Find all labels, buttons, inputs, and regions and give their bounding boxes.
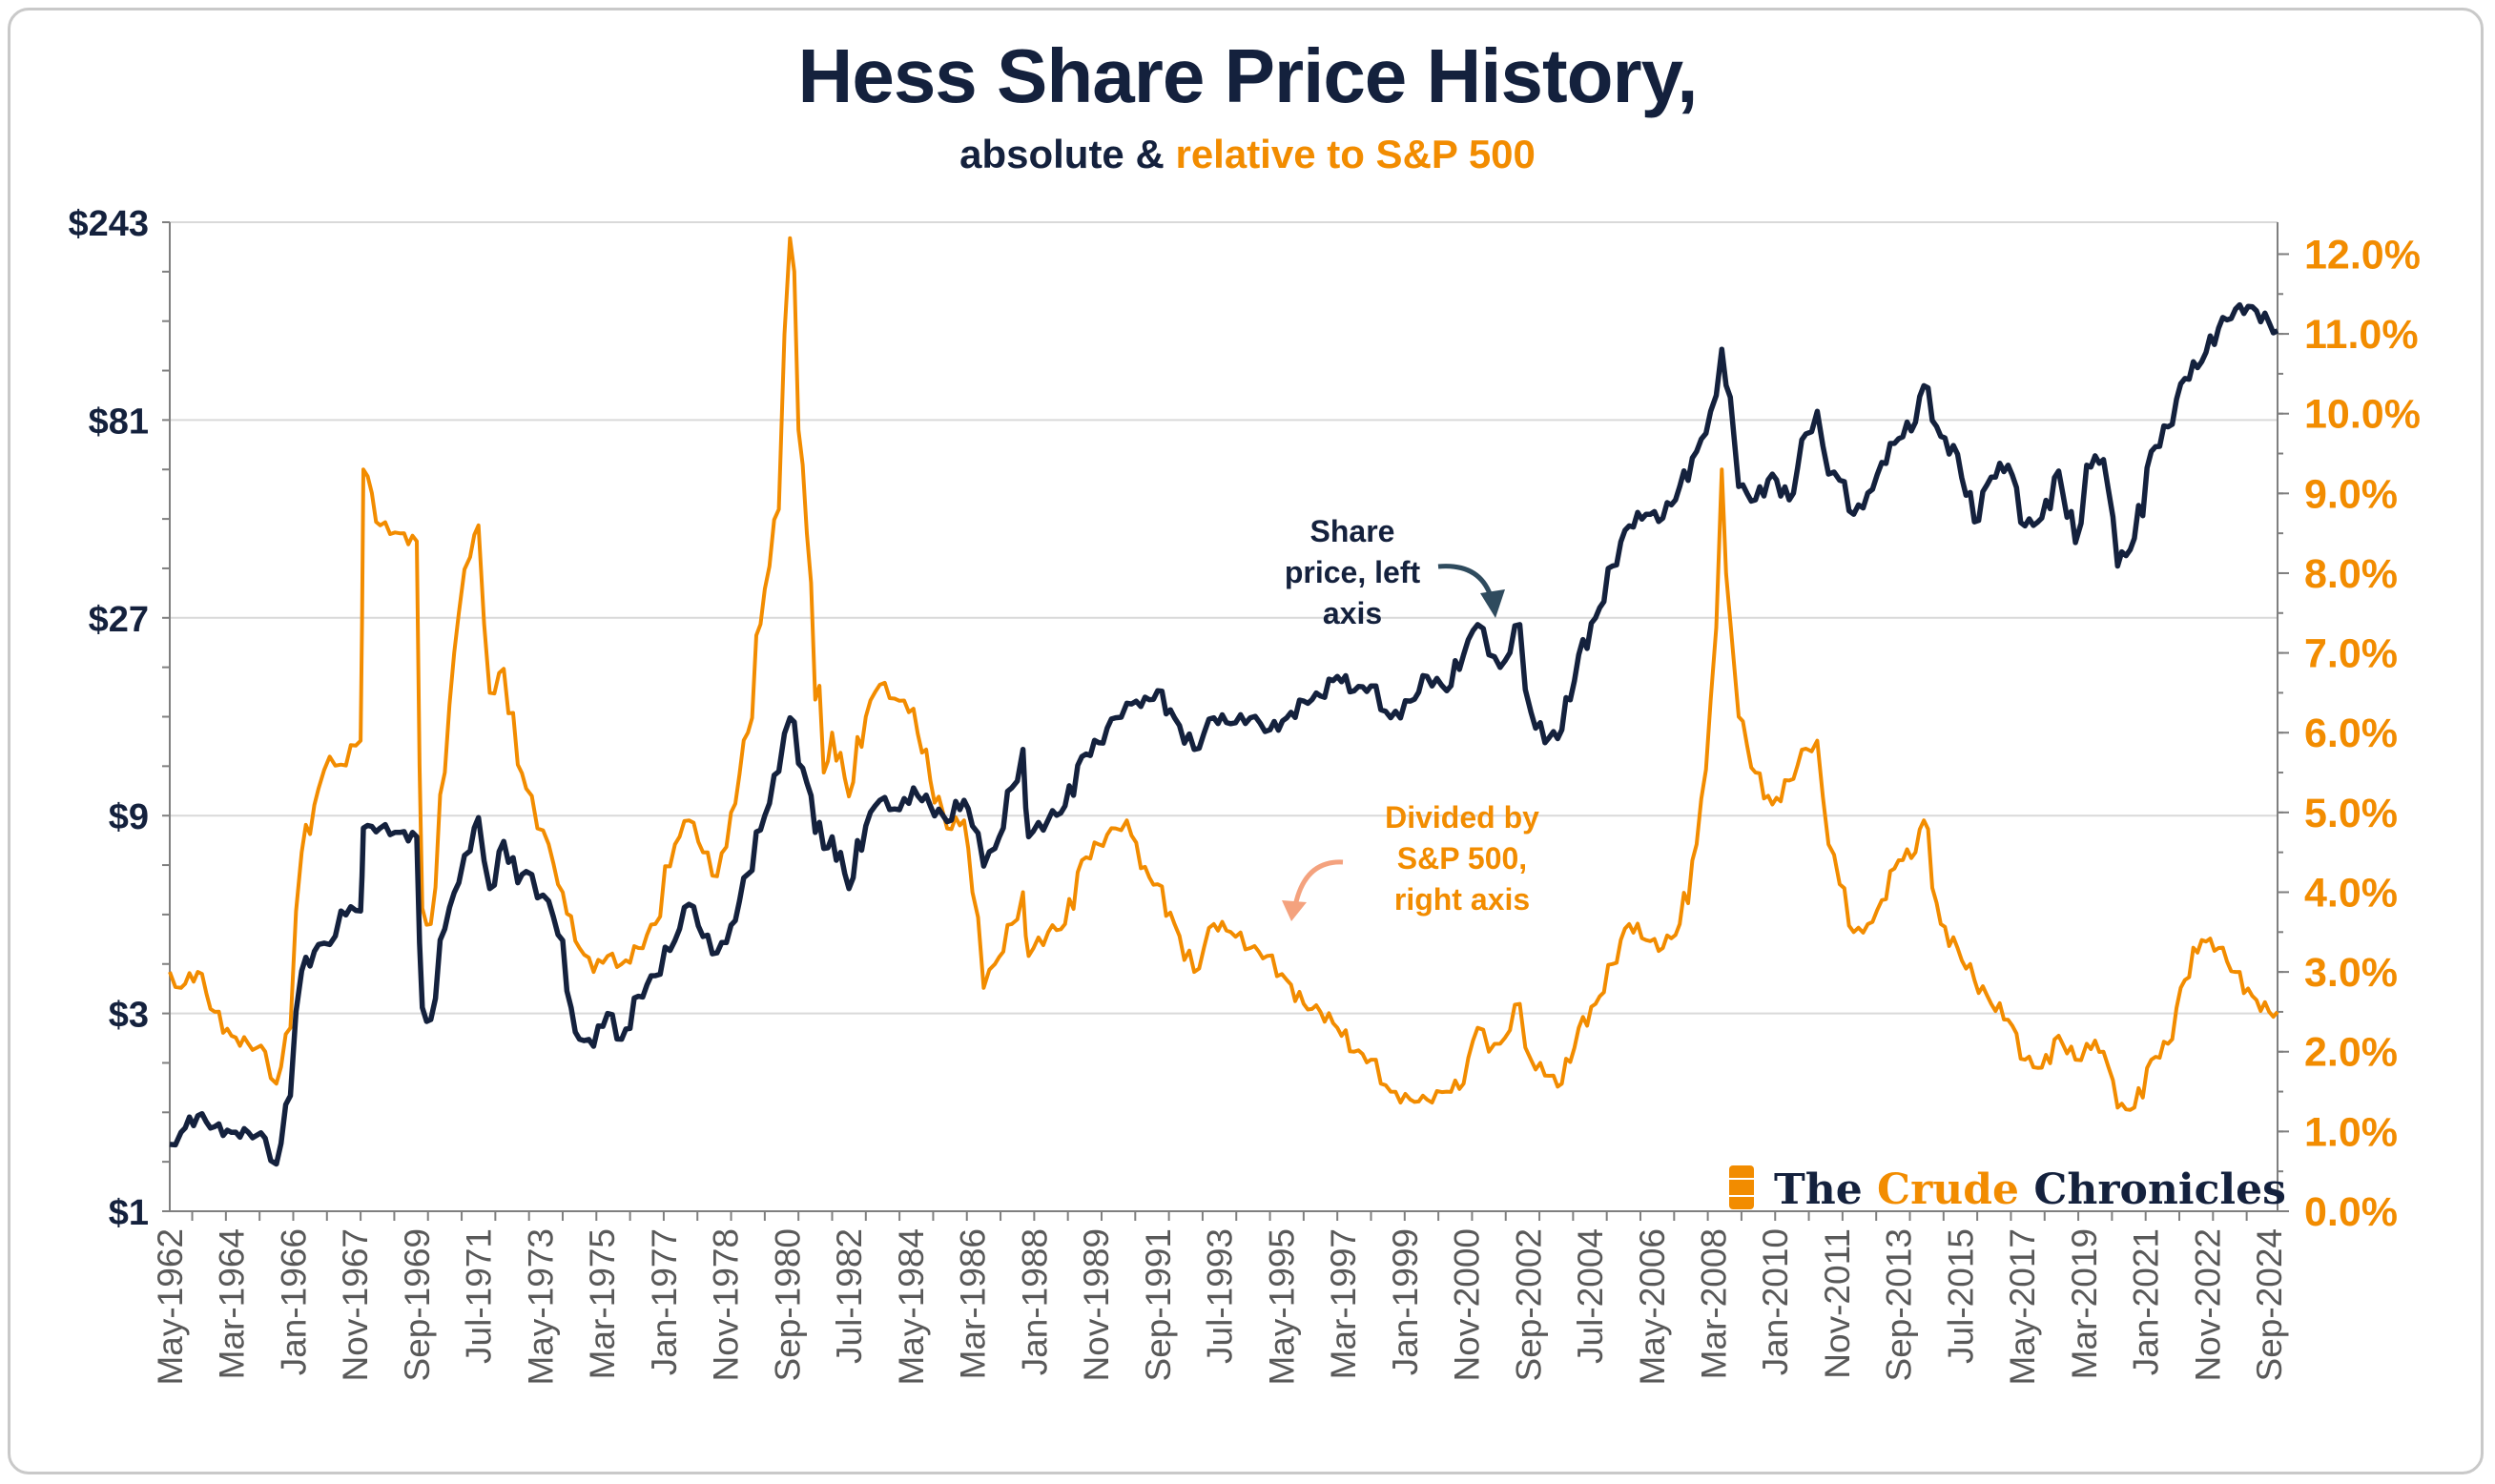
annotation-share-price: axis	[1323, 596, 1382, 630]
annotation-share-price: Share	[1310, 514, 1395, 548]
x-tick-label: May-2017	[2003, 1228, 2042, 1386]
y-right-tick-label: 12.0%	[2304, 232, 2421, 278]
y-right-tick-label: 2.0%	[2304, 1030, 2398, 1076]
logo-text: The Crude Chronicles	[1774, 1165, 2286, 1214]
y-right-tick-label: 3.0%	[2304, 950, 2398, 996]
y-right-tick-label: 9.0%	[2304, 471, 2398, 517]
x-tick-label: Sep-2002	[1509, 1228, 1548, 1381]
x-tick-label: Jan-2021	[2127, 1228, 2166, 1375]
crude-chronicles-logo: The Crude Chronicles	[1729, 1165, 2286, 1214]
y-right-tick-label: 6.0%	[2304, 711, 2398, 756]
x-tick-label: Mar-2008	[1695, 1228, 1734, 1379]
x-tick-label: Jul-1971	[460, 1228, 499, 1364]
y-right-tick-label: 7.0%	[2304, 631, 2398, 677]
annotation-arrow-relative	[1292, 859, 1344, 907]
y-right-tick-label: 8.0%	[2304, 551, 2398, 597]
x-tick-label: Nov-2022	[2188, 1228, 2227, 1381]
x-tick-label: Jul-2015	[1941, 1228, 1980, 1364]
logo-crude: Crude	[1877, 1165, 2019, 1214]
oil-barrel-icon	[1729, 1165, 1754, 1209]
logo-the: The	[1774, 1165, 1877, 1214]
x-tick-label: Nov-2011	[1818, 1228, 1857, 1379]
x-tick-label: Sep-1969	[398, 1228, 437, 1381]
x-tick-label: Mar-1986	[954, 1228, 993, 1379]
x-tick-label: Jul-2004	[1571, 1228, 1610, 1364]
annotation-arrowhead-share	[1480, 589, 1505, 618]
x-tick-label: Nov-2000	[1448, 1228, 1487, 1381]
subtitle-absolute: absolute &	[959, 132, 1176, 176]
x-tick-label: May-1984	[892, 1228, 931, 1386]
x-tick-label: Mar-1975	[583, 1228, 622, 1379]
x-tick-label: Sep-1991	[1139, 1228, 1178, 1381]
y-left-tick-label: $9	[109, 797, 149, 837]
x-tick-label: Jan-2010	[1756, 1228, 1795, 1375]
x-tick-label: May-1995	[1262, 1228, 1301, 1386]
x-tick-label: May-1973	[521, 1228, 560, 1386]
y-right-tick-label: 10.0%	[2304, 392, 2421, 438]
chart-title: Hess Share Price History,	[797, 33, 1699, 118]
x-tick-label: Jan-1966	[274, 1228, 313, 1375]
x-tick-label: Nov-1978	[707, 1228, 746, 1381]
chart-frame	[8, 8, 2484, 1474]
y-left-tick-label: $27	[89, 600, 149, 640]
x-tick-label: Jul-1982	[830, 1228, 869, 1364]
y-left-tick-label: $243	[68, 204, 149, 244]
annotation-relative: S&P 500,	[1397, 841, 1527, 876]
series-line-share-price	[169, 301, 2279, 1167]
x-tick-label: Sep-2013	[1880, 1228, 1919, 1381]
x-tick-label: Nov-1967	[336, 1228, 375, 1381]
y-right-tick-label: 1.0%	[2304, 1109, 2398, 1155]
series-line-relative	[168, 236, 2279, 1112]
y-right-tick-label: 11.0%	[2304, 312, 2419, 358]
y-right-tick-label: 4.0%	[2304, 870, 2398, 916]
annotation-share-price: price, left	[1285, 555, 1421, 589]
chart-subtitle: absolute & relative to S&P 500	[0, 132, 2495, 177]
y-left-tick-label: $1	[109, 1193, 149, 1233]
y-right-tick-label: 5.0%	[2304, 791, 2398, 836]
x-tick-label: Sep-1980	[768, 1228, 807, 1381]
subtitle-relative: relative to S&P 500	[1175, 132, 1536, 176]
x-tick-label: Jul-1993	[1201, 1228, 1240, 1364]
y-left-tick-label: $3	[109, 996, 149, 1036]
y-right-tick-label: 0.0%	[2304, 1189, 2398, 1235]
x-tick-label: May-1962	[151, 1228, 190, 1386]
x-tick-label: Mar-2019	[2065, 1228, 2104, 1379]
x-tick-label: Mar-1964	[213, 1228, 252, 1379]
x-tick-label: Jan-1977	[645, 1228, 684, 1375]
x-tick-label: Mar-1997	[1324, 1228, 1363, 1379]
logo-chronicles: Chronicles	[2019, 1165, 2286, 1214]
annotation-relative: right axis	[1394, 882, 1530, 917]
x-tick-label: Jan-1988	[1015, 1228, 1054, 1375]
annotation-arrowhead-relative	[1282, 900, 1307, 921]
annotation-relative: Divided by	[1385, 800, 1539, 835]
x-tick-label: May-2006	[1633, 1228, 1672, 1386]
x-tick-label: Nov-1989	[1077, 1228, 1116, 1381]
x-tick-label: Sep-2024	[2250, 1228, 2289, 1381]
y-left-tick-label: $81	[89, 402, 149, 442]
x-tick-label: Jan-1999	[1386, 1228, 1425, 1375]
